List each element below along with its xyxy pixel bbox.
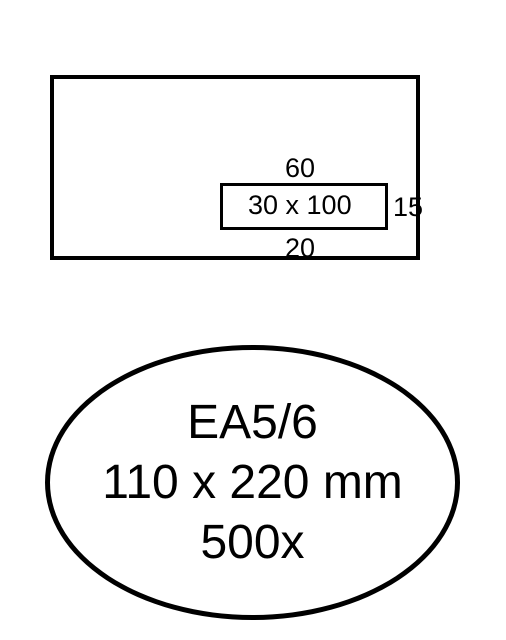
window-dim-right: 15	[393, 192, 423, 223]
spec-line-format: EA5/6	[187, 393, 318, 453]
envelope-outline	[50, 75, 420, 260]
window-dim-top: 60	[285, 153, 315, 184]
window-dim-bottom: 20	[285, 233, 315, 264]
diagram-container: 60 20 15 30 x 100 EA5/6 110 x 220 mm 500…	[0, 0, 506, 640]
window-size-label: 30 x 100	[248, 190, 352, 221]
spec-oval: EA5/6 110 x 220 mm 500x	[45, 345, 460, 620]
spec-line-quantity: 500x	[200, 513, 304, 573]
spec-line-dimensions: 110 x 220 mm	[102, 453, 403, 513]
